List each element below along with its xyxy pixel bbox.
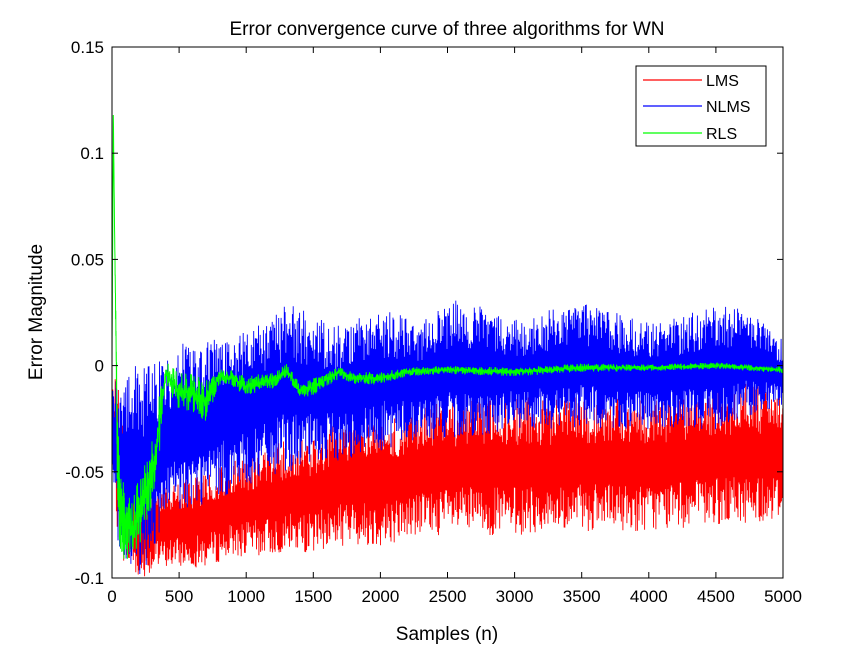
y-axis-title: Error Magnitude [26,244,47,380]
x-tick-label: 1500 [294,587,332,606]
x-tick-label: 500 [165,587,193,606]
x-tick-label: 4000 [630,587,668,606]
x-tick-label: 0 [107,587,116,606]
y-tick-label: 0.05 [71,250,104,269]
x-tick-label: 4500 [697,587,735,606]
legend-label-nlms: NLMS [706,99,750,116]
x-tick-label: 5000 [764,587,802,606]
series-line-lms [111,379,784,577]
legend-label-lms: LMS [706,73,739,90]
legend: LMS NLMS RLS [635,65,767,147]
x-tick-label: 2000 [361,587,399,606]
y-tick-label: 0 [95,357,104,376]
x-tick-label: 2500 [429,587,467,606]
axes-layer: 0 500 1000 1500 2000 2500 3000 3500 4000 4500 5000… [65,38,802,606]
y-tick-label: -0.1 [75,569,104,588]
y-tick-label: 0.15 [71,38,104,57]
x-tick-label: 1000 [227,587,265,606]
series-line-rls [111,114,784,559]
y-tick-label: 0.1 [80,144,104,163]
chart-title: Error convergence curve of three algorit… [229,19,664,40]
legend-label-rls: RLS [706,126,737,143]
series-layer [111,114,784,577]
y-tick-label: -0.05 [65,463,104,482]
x-axis-title: Samples (n) [396,624,498,645]
x-tick-label: 3500 [563,587,601,606]
x-tick-label: 3000 [496,587,534,606]
series-line-nlms [111,300,784,575]
